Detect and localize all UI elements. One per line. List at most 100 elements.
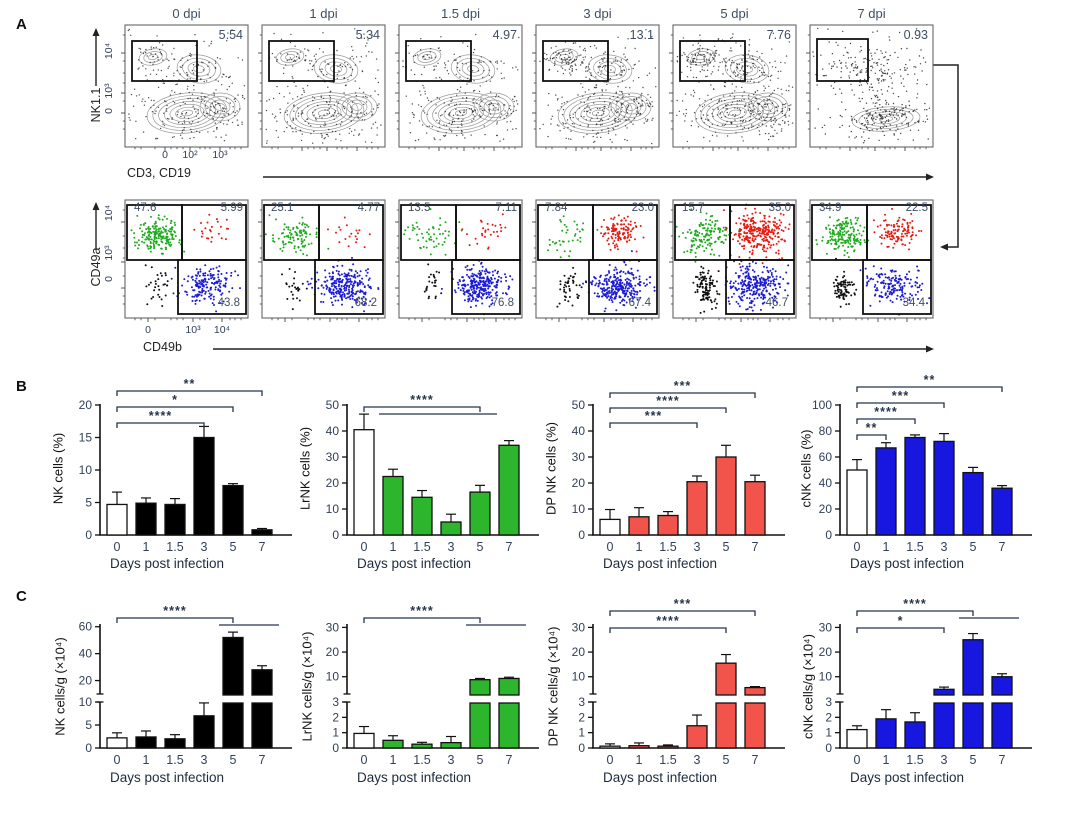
y-tick-label: 40 [819,476,833,490]
x-tick-label: 7 [752,540,759,554]
x-tick-label: 10² [182,149,198,161]
significance-label: **** [656,614,679,628]
significance-label: **** [149,409,172,423]
bar-segment-upper [962,639,984,696]
bar [657,514,679,536]
y-tick-label: 10 [572,502,586,516]
x-tick-label: 7 [259,753,266,767]
y-tick-label: 10 [79,695,93,709]
bar [904,721,926,749]
bar-segment-lower [991,702,1013,749]
x-axis-label: Days post infection [109,556,225,571]
bar [933,440,955,536]
y-tick-label: 30 [572,620,586,634]
gate-percentage: 5.54 [218,28,243,42]
x-axis-label: Days post infection [849,770,965,785]
bar [440,521,462,536]
x-tick-label: 5 [970,753,977,767]
y-tick-label: 0 [103,276,115,282]
y-axis-label: DP NK cells (%) [543,422,559,515]
x-tick-label: 5 [723,540,730,554]
gate-percentage: 5.34 [355,28,380,42]
y-tick-label: 30 [572,450,586,464]
y-axis-label: LrNK cells (%) [297,426,313,511]
quadrant-percentage-lrnk: 47.6 [134,202,157,214]
bar [657,745,679,749]
y-tick-label: 80 [819,424,833,438]
y-axis-label-cd49a: CD49a [89,247,103,287]
x-tick-label: 7 [506,753,513,767]
flow-plot-cell: 7.76 [673,25,796,147]
x-tick-label: 1 [636,753,643,767]
bar-segment-upper [715,662,737,696]
quadrant-percentage-cnk: 68.2 [354,297,377,309]
panel-label-a: A [16,16,27,33]
flow-scatter-plot-2 [395,199,523,322]
x-tick-label: 1 [883,753,890,767]
bar-segment-lower [715,702,737,749]
significance-bracket [856,386,1003,392]
flow-title-5dpi: 5 dpi [720,6,749,21]
bar [744,481,766,536]
quadrant-percentage-dpnk: 5.99 [220,202,243,214]
y-tick-label: 40 [79,647,93,661]
x-tick-label: 1.5 [659,753,676,767]
x-tick-label: 7 [999,753,1006,767]
quadrant-percentage-dpnk: 4.77 [357,202,380,214]
x-tick-label: 3 [201,753,208,767]
x-tick-label: 1.5 [906,753,923,767]
bar-segment-upper [498,677,520,696]
y-tick-label: 50 [572,398,586,412]
y-tick-label: 50 [326,398,340,412]
quadrant-percentage-cnk: 34.4 [902,297,925,309]
y-tick-label: 0 [85,528,92,542]
quadrant-percentage-cnk: 67.4 [628,297,651,309]
x-tick-label: 0 [162,149,168,161]
y-tick-label: 1 [332,726,339,740]
flow-scatter-plot-3 [532,199,660,322]
panel-label-c: C [16,588,27,605]
flow-contour-plot-2 [395,24,523,151]
flow-contour-plot-4 [669,24,797,151]
bar [599,745,621,749]
y-tick-label: 30 [819,620,833,634]
y-axis-label: cNK cells (%) [798,429,814,508]
bar-segment-upper [251,669,273,696]
bar-segment-upper [991,676,1013,696]
flow-plot-cell: 7.84 23.0 67.4 [536,200,659,318]
bar-segment-lower [962,702,984,749]
x-tick-label: 1.5 [166,540,183,554]
x-tick-label: 0 [607,540,614,554]
quadrant-percentage-lrnk: 7.84 [545,202,568,214]
y-tick-label: 2 [578,710,585,724]
x-tick-label: 5 [723,753,730,767]
flow-title-7dpi: 7 dpi [857,6,886,21]
quadrant-percentage-lrnk: 34.9 [819,202,842,214]
bar-chart-B2: 0 10 20 30 40 50 0 1 1.5 3 5 7 **** [326,393,539,554]
bar [222,484,244,536]
quadrant-percentage-cnk: 46.7 [765,297,788,309]
bar [106,503,128,536]
bar [846,469,868,536]
bar [135,736,157,749]
significance-bracket [609,610,756,616]
x-tick-label: 3 [694,540,701,554]
bar-segment-lower [222,702,244,749]
y-tick-label: 10 [572,670,586,684]
axis-arrows [92,28,934,353]
significance-bracket [363,406,481,412]
bar [904,436,926,536]
significance-bracket [609,407,727,413]
y-tick-label: 15 [79,431,93,445]
y-tick-label: 10 [326,670,340,684]
y-tick-label: 10 [326,502,340,516]
bar [440,741,462,749]
x-tick-label: 3 [201,540,208,554]
bar-segment-lower [469,702,491,749]
significance-bracket [363,617,481,623]
significance-bracket [609,627,727,633]
bar [469,491,491,536]
y-tick-label: 0 [332,741,339,755]
